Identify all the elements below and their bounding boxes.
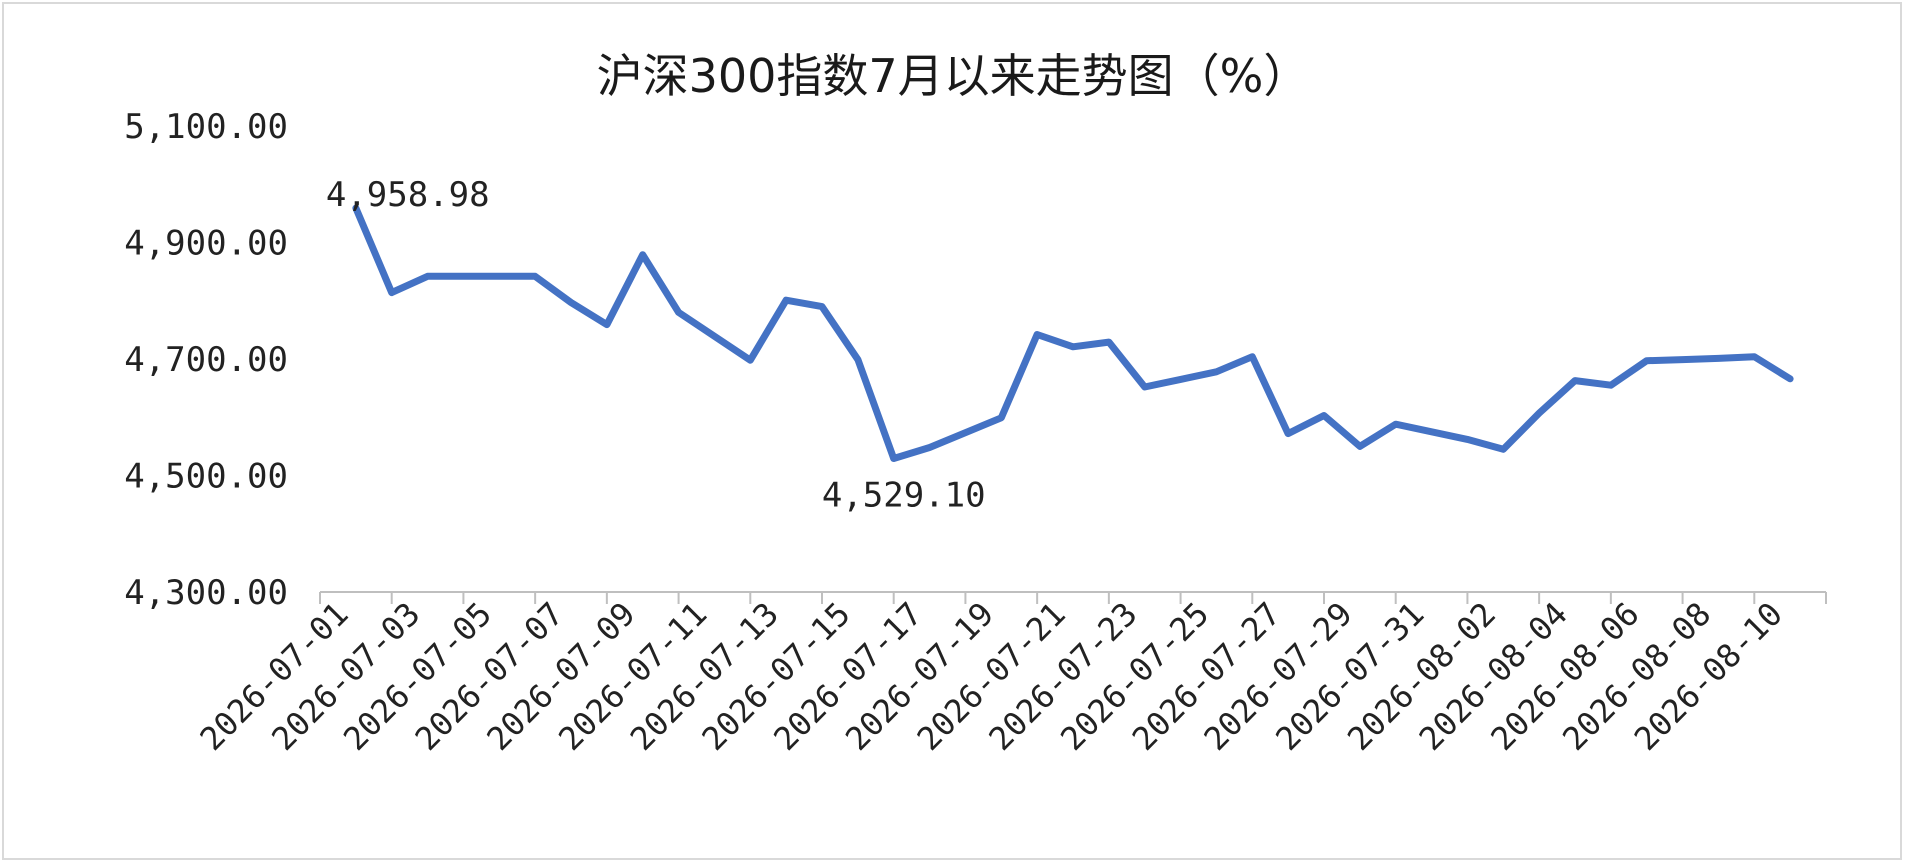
- y-tick-label: 4,900.00: [124, 224, 288, 264]
- data-label: 4,529.10: [822, 476, 986, 516]
- data-label: 4,958.98: [326, 175, 490, 215]
- y-tick-label: 5,100.00: [124, 107, 288, 147]
- series-line: [352, 204, 1794, 462]
- y-tick-label: 4,700.00: [124, 340, 288, 380]
- y-tick-label: 4,500.00: [124, 457, 288, 497]
- chart-title: 沪深300指数7月以来走势图（%）: [596, 49, 1310, 103]
- y-tick-label: 4,300.00: [124, 573, 288, 613]
